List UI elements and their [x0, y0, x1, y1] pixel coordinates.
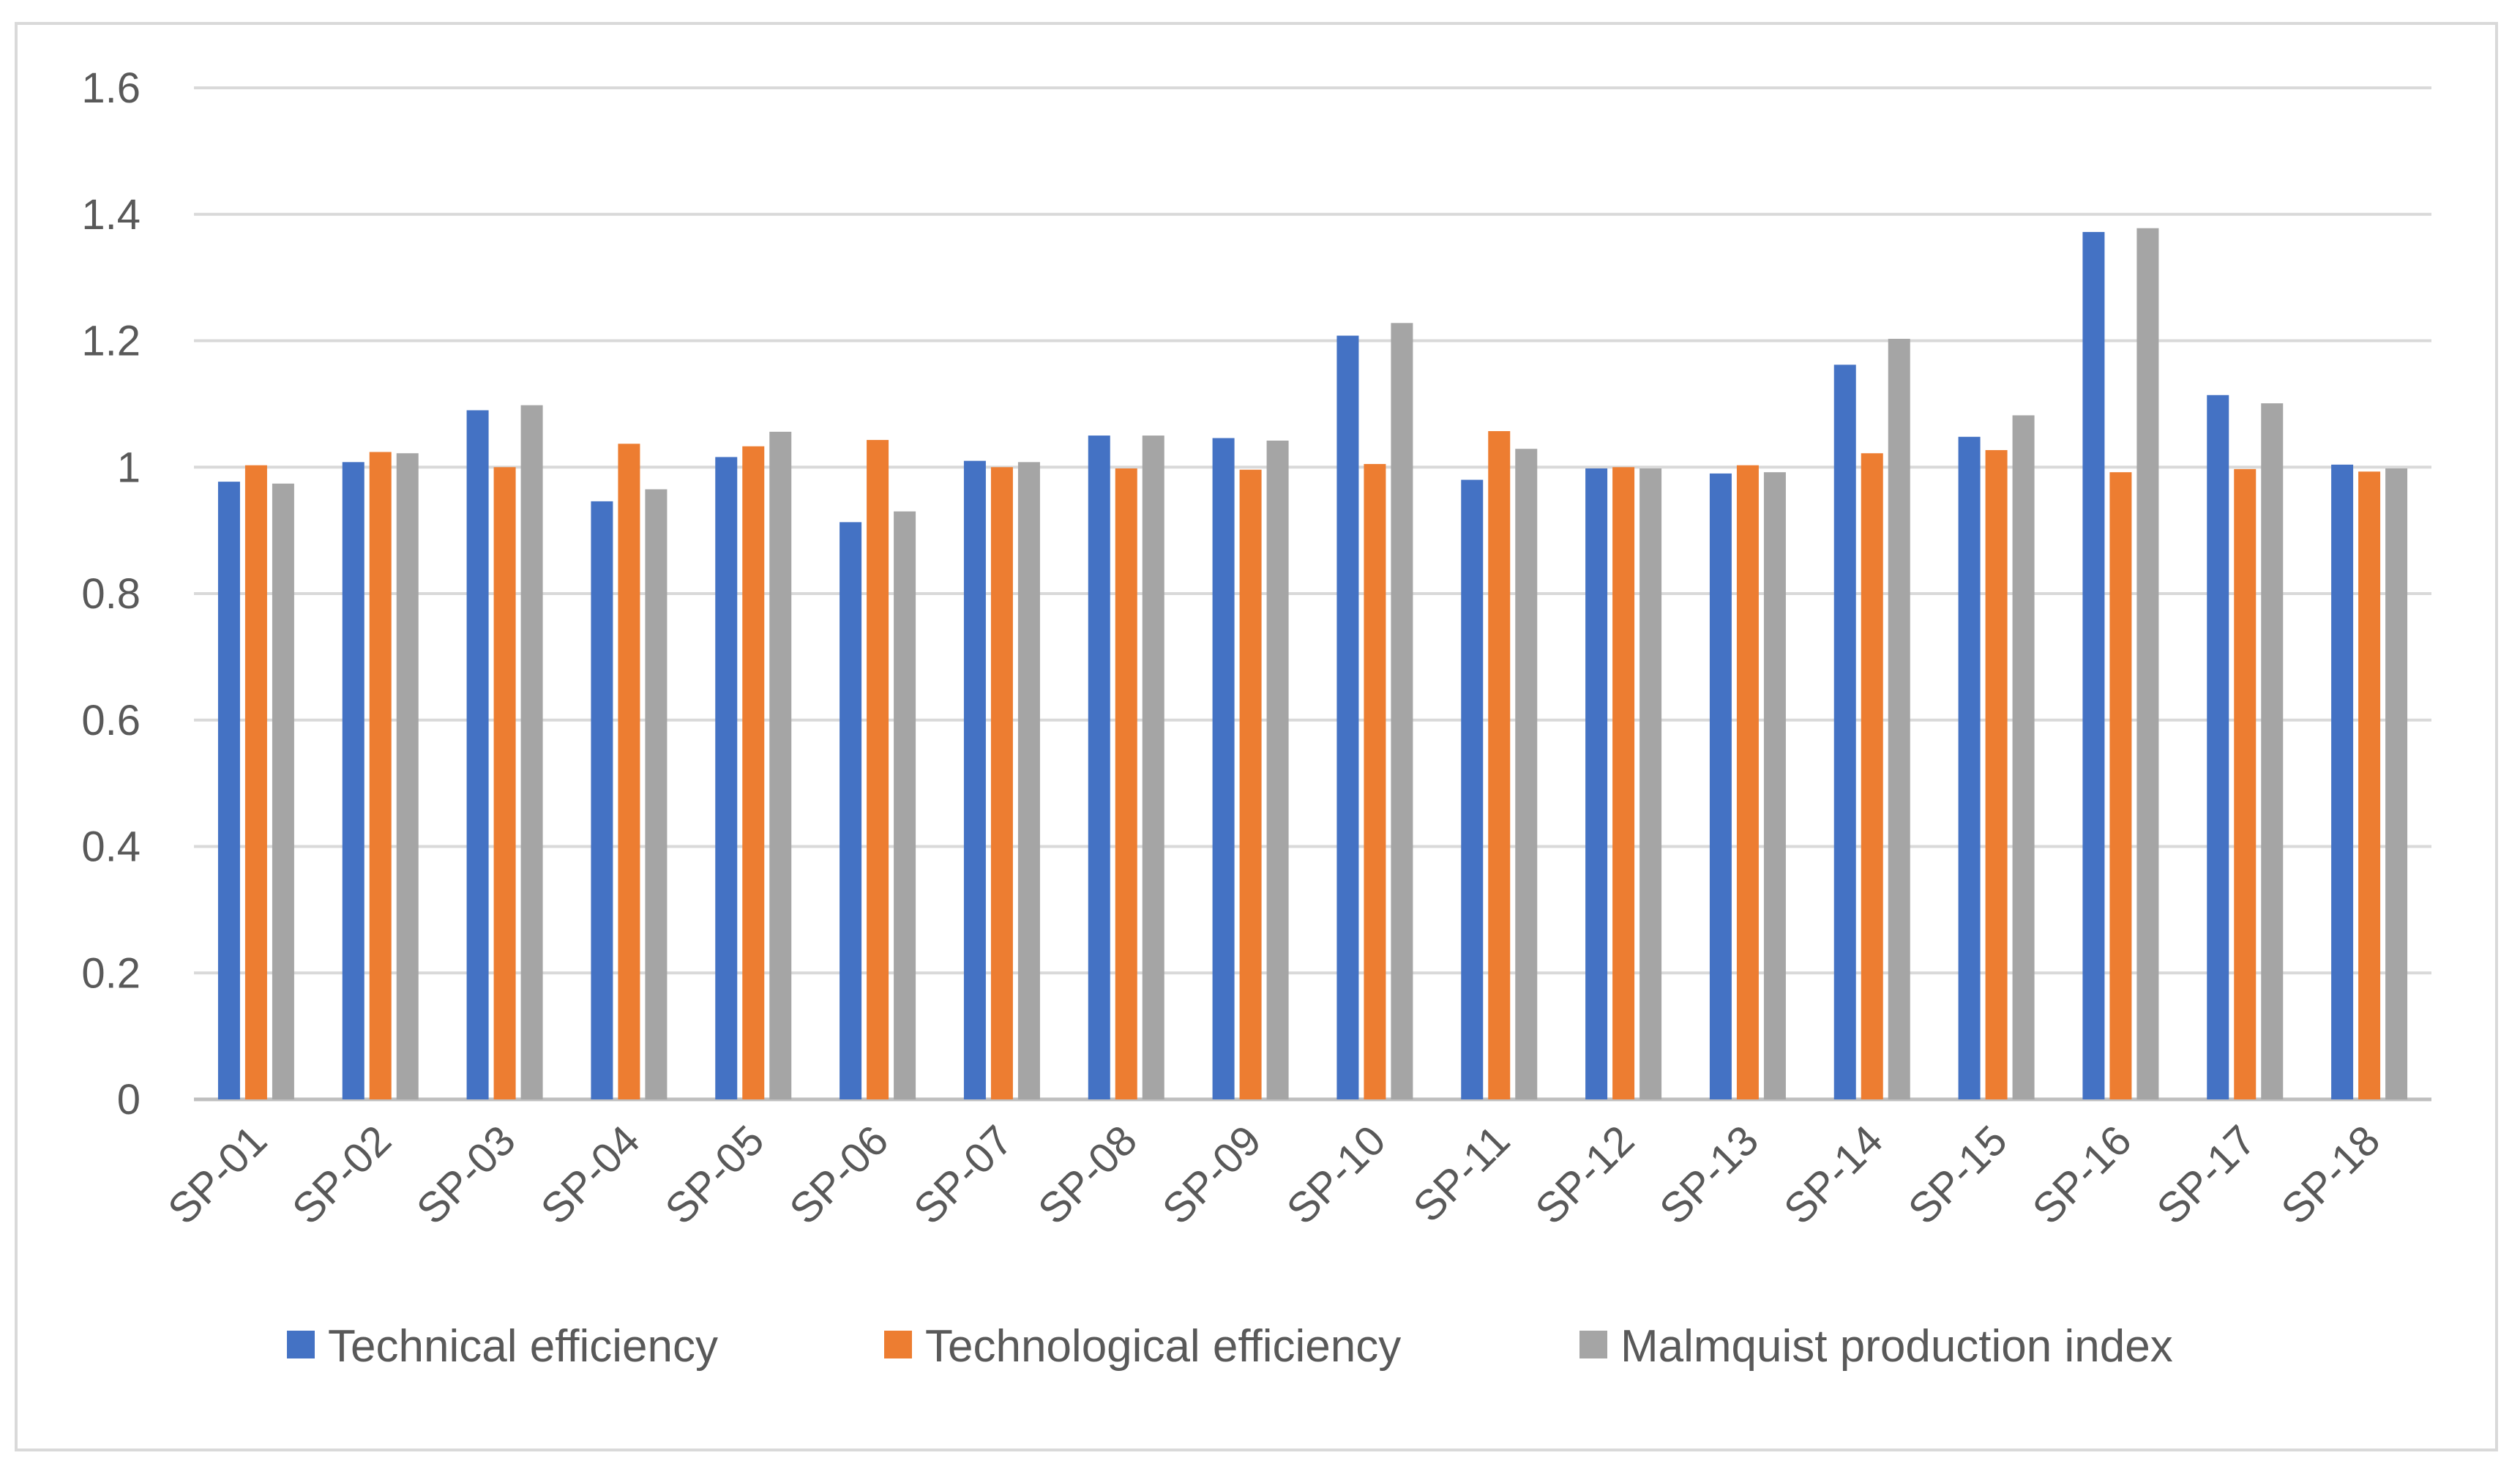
bar-technical-efficiency-sp-06: [840, 522, 862, 1099]
bar-technical-efficiency-sp-09: [1212, 438, 1235, 1099]
x-tick-label: SP-12: [1526, 1116, 1643, 1233]
bar-malmquist-production-index-sp-01: [272, 483, 294, 1099]
bar-malmquist-production-index-sp-09: [1266, 440, 1289, 1099]
bar-technical-efficiency-sp-02: [342, 462, 364, 1099]
bar-technical-efficiency-sp-12: [1585, 468, 1608, 1099]
bar-technological-efficiency-sp-14: [1861, 453, 1883, 1099]
y-tick-label: 0.2: [81, 949, 141, 997]
bar-technological-efficiency-sp-17: [2234, 468, 2257, 1099]
gridlines: [194, 86, 2431, 1102]
x-tick-label: SP-03: [408, 1116, 525, 1233]
bar-technological-efficiency-sp-18: [2358, 471, 2381, 1099]
x-tick-label: SP-01: [159, 1116, 276, 1233]
bar-malmquist-production-index-sp-05: [769, 431, 792, 1099]
x-tick-label: SP-04: [532, 1116, 649, 1233]
bar-technical-efficiency-sp-01: [217, 482, 240, 1099]
legend-swatch: [884, 1331, 912, 1358]
x-tick-label: SP-11: [1405, 1116, 1519, 1231]
bar-technological-efficiency-sp-06: [867, 440, 889, 1099]
x-tick-label: SP-02: [283, 1116, 400, 1233]
bar-technical-efficiency-sp-18: [2331, 464, 2354, 1099]
x-tick-label: SP-14: [1775, 1116, 1892, 1233]
bar-technological-efficiency-sp-01: [244, 465, 267, 1099]
bar-technical-efficiency-sp-08: [1088, 436, 1110, 1099]
bar-technical-efficiency-sp-16: [2082, 231, 2105, 1099]
legend-label: Technological efficiency: [925, 1321, 1401, 1372]
bar-malmquist-production-index-sp-17: [2261, 403, 2284, 1099]
x-axis-tick-labels: SP-01 SP-02 SP-03 SP-04 SP-05 SP-06 SP-07 SP-08…: [159, 1116, 2389, 1233]
x-tick-label: SP-10: [1278, 1116, 1395, 1233]
y-tick-label: 1.6: [81, 64, 141, 112]
bar-technological-efficiency-sp-03: [493, 467, 516, 1099]
bar-malmquist-production-index-sp-04: [645, 489, 668, 1099]
bar-technical-efficiency-sp-04: [591, 501, 613, 1099]
bar-technological-efficiency-sp-07: [990, 467, 1013, 1099]
bar-malmquist-production-index-sp-03: [520, 405, 543, 1099]
bar-malmquist-production-index-sp-15: [2012, 415, 2035, 1099]
y-tick-label: 1.2: [81, 318, 141, 365]
x-tick-label: SP-13: [1650, 1116, 1768, 1233]
legend-swatch: [287, 1331, 315, 1358]
x-tick-label: SP-06: [780, 1116, 897, 1233]
y-tick-label: 0.8: [81, 570, 141, 618]
bar-malmquist-production-index-sp-11: [1515, 449, 1538, 1099]
bar-technical-efficiency-sp-11: [1461, 479, 1484, 1099]
bar-technological-efficiency-sp-05: [742, 446, 765, 1099]
bar-technical-efficiency-sp-03: [466, 410, 489, 1099]
bar-technical-efficiency-sp-07: [963, 460, 986, 1099]
x-tick-label: SP-09: [1154, 1116, 1271, 1233]
y-tick-label: 0: [117, 1076, 141, 1124]
bar-malmquist-production-index-sp-02: [396, 453, 419, 1099]
x-tick-label: SP-18: [2272, 1116, 2389, 1233]
bar-malmquist-production-index-sp-12: [1640, 468, 1662, 1099]
bar-malmquist-production-index-sp-16: [2136, 228, 2159, 1100]
bars: [217, 228, 2408, 1100]
bar-technical-efficiency-sp-15: [1958, 436, 1981, 1099]
legend-label: Malmquist production index: [1620, 1321, 2173, 1372]
bar-technological-efficiency-sp-12: [1612, 467, 1635, 1099]
bar-malmquist-production-index-sp-14: [1888, 338, 1910, 1100]
x-tick-label: SP-17: [2147, 1116, 2265, 1233]
x-tick-label: SP-07: [905, 1116, 1022, 1233]
bar-malmquist-production-index-sp-10: [1391, 323, 1413, 1100]
bar-technical-efficiency-sp-05: [715, 457, 738, 1099]
legend-swatch: [1579, 1331, 1607, 1358]
bar-malmquist-production-index-sp-13: [1763, 472, 1786, 1099]
bar-technological-efficiency-sp-15: [1985, 449, 2008, 1099]
bar-technological-efficiency-sp-02: [369, 452, 392, 1099]
bar-technical-efficiency-sp-17: [2207, 395, 2229, 1099]
x-tick-label: SP-08: [1029, 1116, 1146, 1233]
y-tick-label: 1.4: [81, 191, 141, 239]
bar-technical-efficiency-sp-13: [1709, 473, 1732, 1099]
bar-technological-efficiency-sp-10: [1364, 463, 1386, 1099]
bar-malmquist-production-index-sp-07: [1017, 462, 1040, 1099]
bar-technological-efficiency-sp-04: [618, 444, 640, 1099]
bar-technical-efficiency-sp-14: [1833, 365, 1856, 1099]
bar-technical-efficiency-sp-10: [1336, 335, 1359, 1100]
y-tick-label: 1: [117, 444, 141, 491]
bar-malmquist-production-index-sp-18: [2385, 468, 2408, 1099]
bar-malmquist-production-index-sp-08: [1142, 436, 1164, 1099]
y-axis-tick-labels: 0 0.2 0.4 0.6 0.8 1 1.2 1.4 1.6: [81, 64, 141, 1124]
bar-technological-efficiency-sp-16: [2109, 472, 2132, 1099]
bar-malmquist-production-index-sp-06: [894, 511, 916, 1099]
bar-technological-efficiency-sp-11: [1488, 431, 1511, 1099]
bar-technological-efficiency-sp-13: [1736, 465, 1759, 1099]
y-tick-label: 0.4: [81, 823, 141, 871]
x-tick-label: SP-05: [656, 1116, 773, 1233]
legend: Technical efficiency Technological effici…: [287, 1321, 2173, 1372]
y-tick-label: 0.6: [81, 697, 141, 744]
bar-technological-efficiency-sp-09: [1239, 469, 1262, 1099]
x-tick-label: SP-15: [1899, 1116, 2016, 1233]
legend-label: Technical efficiency: [328, 1321, 718, 1372]
x-tick-label: SP-16: [2024, 1116, 2141, 1233]
bar-technological-efficiency-sp-08: [1115, 468, 1137, 1099]
